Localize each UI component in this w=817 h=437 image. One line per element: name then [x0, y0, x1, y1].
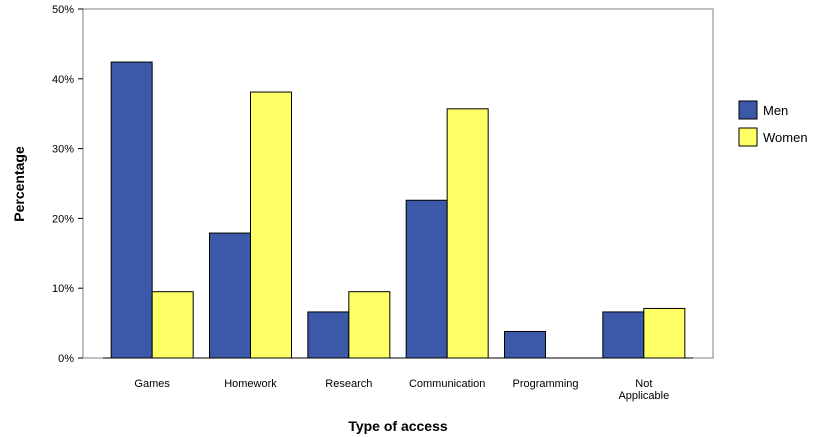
- x-tick-label: Research: [325, 378, 372, 390]
- bar-men-research: [307, 311, 350, 359]
- x-axis: Games Homework Research Communication Progra…: [134, 378, 669, 402]
- bar-women-communication: [446, 108, 489, 359]
- x-tick-label: Not Applicable: [618, 378, 669, 402]
- legend-label-women: Women: [763, 130, 808, 145]
- legend-swatch-women: [738, 127, 758, 147]
- x-tick-label: Homework: [224, 378, 277, 390]
- bar-men-not-applicable: [602, 311, 645, 359]
- bar-women-research: [348, 291, 391, 359]
- y-axis: 0% 10% 20% 30% 40% 50%: [52, 4, 83, 365]
- y-axis-title: Percentage: [11, 146, 27, 222]
- legend-label-men: Men: [763, 103, 788, 118]
- y-tick-label: 30%: [52, 144, 74, 156]
- x-axis-title: Type of access: [348, 418, 448, 434]
- bars: [110, 61, 686, 359]
- legend: Men Women: [738, 100, 808, 147]
- legend-swatch-men: [738, 100, 758, 120]
- y-tick-label: 10%: [52, 283, 74, 295]
- y-tick-label: 20%: [52, 213, 74, 225]
- bar-men-games: [110, 61, 153, 359]
- y-tick-label: 0%: [58, 353, 74, 365]
- y-tick-label: 40%: [52, 74, 74, 86]
- bar-women-homework: [250, 91, 292, 359]
- bar-men-homework: [209, 232, 251, 359]
- bar-women-not-applicable: [643, 307, 686, 359]
- bar-women-games: [151, 291, 194, 359]
- bar-men-communication: [405, 199, 448, 359]
- x-tick-label: Programming: [512, 378, 578, 390]
- bar-men-programming: [504, 330, 546, 359]
- y-tick-label: 50%: [52, 4, 74, 16]
- x-tick-label: Communication: [409, 378, 485, 390]
- x-tick-label: Games: [134, 378, 170, 390]
